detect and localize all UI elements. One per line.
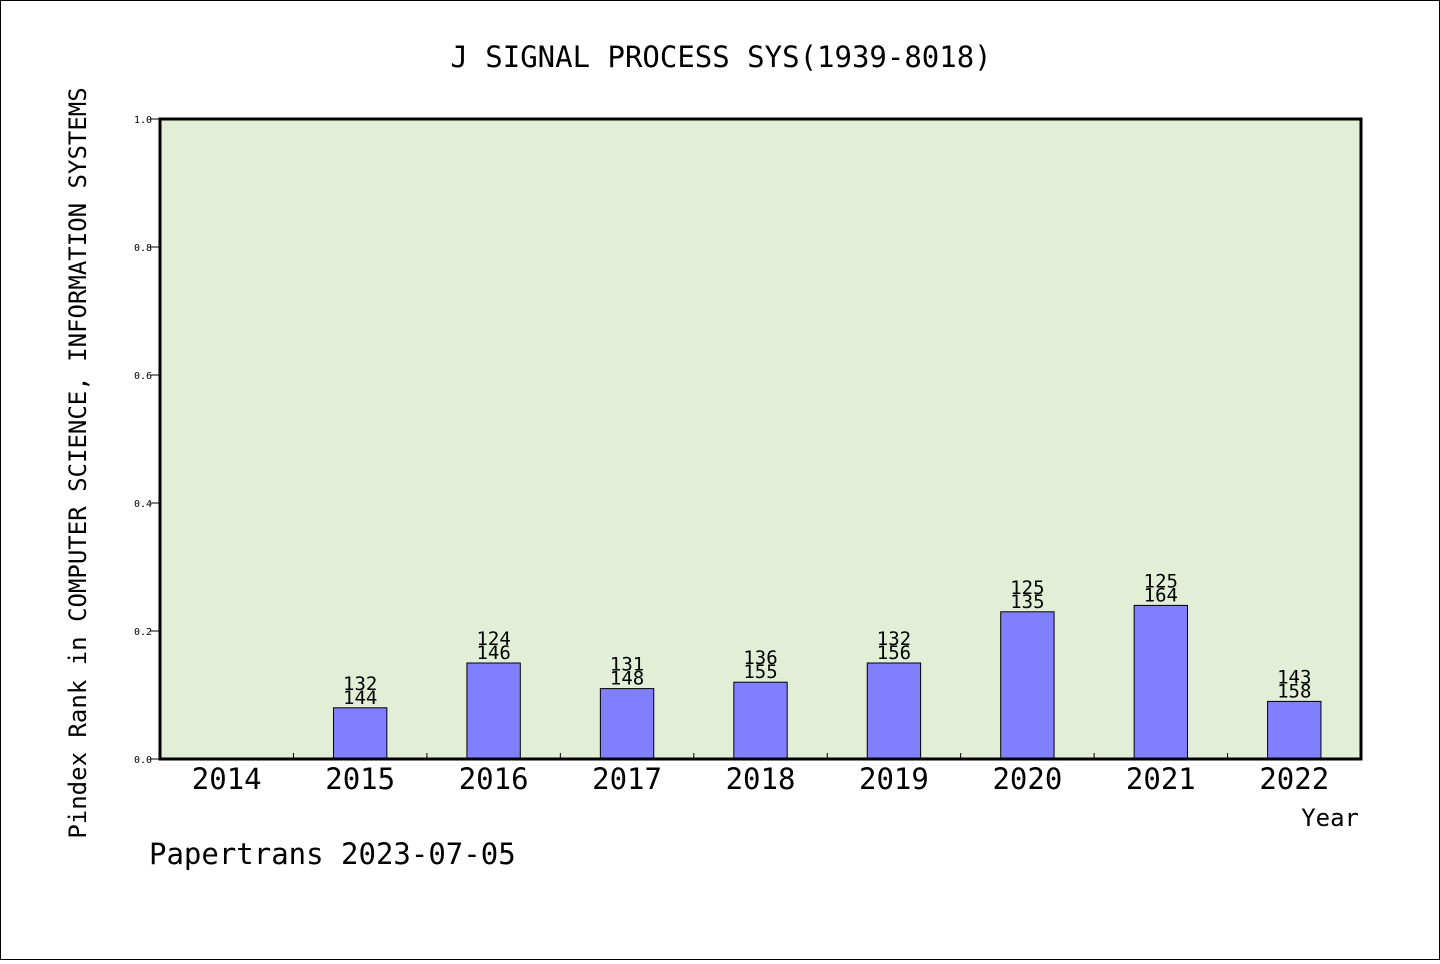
x-tick-label: 2022 (1259, 762, 1329, 796)
bar-label-bottom: 156 (877, 642, 911, 664)
bar-label-top: 132 (343, 673, 377, 695)
bar-label-top: 143 (1277, 666, 1311, 688)
bar-label-bottom: 158 (1277, 680, 1311, 702)
x-tick-label: 2015 (325, 762, 395, 796)
x-tick-label: 2018 (726, 762, 796, 796)
bar (1267, 700, 1322, 760)
y-tick-label: 0.2 (134, 627, 152, 638)
bar-label-top: 132 (877, 628, 911, 650)
y-tick-label: 0.0 (134, 755, 152, 766)
bar-label-bottom: 164 (1144, 584, 1178, 606)
y-tick-label: 1.0 (134, 115, 152, 126)
bar-label-top: 124 (476, 628, 510, 650)
bars-layer (332, 604, 1322, 760)
x-tick-label: 2020 (992, 762, 1062, 796)
bar (332, 707, 388, 760)
x-tick-label: 2017 (592, 762, 662, 796)
y-tick-label: 0.4 (134, 499, 152, 510)
x-tick-label: 2014 (192, 762, 262, 796)
bar-label-bottom: 155 (743, 661, 777, 683)
x-tick-label: 2019 (859, 762, 929, 796)
bar-label-bottom: 146 (476, 642, 510, 664)
bar-label-bottom: 144 (343, 687, 377, 709)
y-tick-label: 0.6 (134, 371, 152, 382)
bar (1133, 604, 1189, 760)
plot-border (158, 117, 1363, 761)
bar-label-top: 131 (610, 654, 644, 676)
x-axis-label: Year (1301, 804, 1359, 832)
bar (733, 681, 788, 760)
bar-label-bottom: 148 (610, 668, 644, 690)
chart-title: J SIGNAL PROCESS SYS(1939-8018) (450, 40, 991, 74)
bar-label-bottom: 135 (1010, 591, 1044, 613)
bar-label-top: 125 (1144, 570, 1178, 592)
x-tick-label: 2016 (459, 762, 529, 796)
bar (1000, 611, 1055, 760)
bar (599, 688, 655, 760)
footer-credit: Papertrans 2023-07-05 (149, 837, 516, 871)
y-axis-label: Pindex Rank in COMPUTER SCIENCE, INFORMA… (64, 87, 92, 838)
x-tick-label: 2021 (1126, 762, 1196, 796)
bar (866, 662, 922, 760)
bar-label-top: 136 (743, 647, 777, 669)
y-tick-label: 0.8 (134, 243, 152, 254)
bar (466, 662, 521, 760)
bar-label-top: 125 (1010, 577, 1044, 599)
